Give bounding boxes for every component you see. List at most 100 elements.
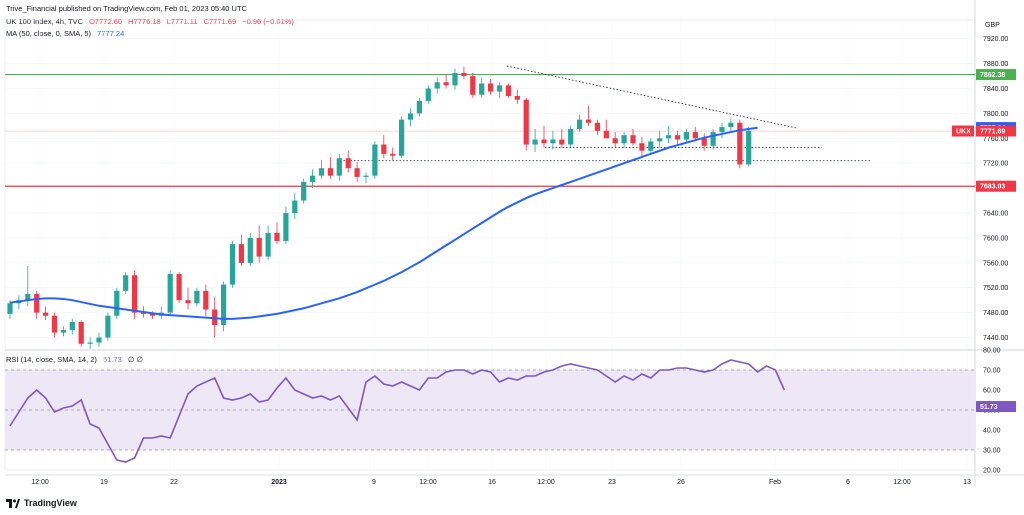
candle-body[interactable] xyxy=(488,83,494,92)
descending-trendline[interactable] xyxy=(506,65,799,129)
candle-body[interactable] xyxy=(577,119,583,129)
candle-body[interactable] xyxy=(568,128,574,145)
candle-body[interactable] xyxy=(728,122,734,128)
candle-body[interactable] xyxy=(25,293,31,301)
candle-body[interactable] xyxy=(594,122,600,131)
candle-body[interactable] xyxy=(140,312,147,314)
candle-body[interactable] xyxy=(87,342,93,344)
candle-body[interactable] xyxy=(203,290,209,310)
candle-body[interactable] xyxy=(372,144,378,176)
ma50-line[interactable] xyxy=(9,126,758,320)
rsi-value-tag xyxy=(976,401,1016,413)
candle-body[interactable] xyxy=(336,158,342,176)
candle-body[interactable] xyxy=(666,135,672,139)
candle-body[interactable] xyxy=(7,303,13,314)
candle-body[interactable] xyxy=(496,85,503,92)
candle-body[interactable] xyxy=(363,175,369,177)
rsi-line[interactable] xyxy=(9,359,786,463)
candle-body[interactable] xyxy=(96,337,102,343)
candle-body[interactable] xyxy=(710,132,716,146)
candle-body[interactable] xyxy=(674,135,681,140)
candle-body[interactable] xyxy=(229,244,236,285)
candle-body[interactable] xyxy=(194,290,200,304)
candle-body[interactable] xyxy=(603,130,609,139)
candle-body[interactable] xyxy=(274,232,280,242)
candle-body[interactable] xyxy=(318,168,325,176)
candle-body[interactable] xyxy=(283,213,289,242)
candle-body[interactable] xyxy=(639,143,645,151)
candle-body[interactable] xyxy=(612,138,618,144)
time-tick-label: 16 xyxy=(488,479,496,486)
candle-body[interactable] xyxy=(657,138,663,142)
candle-body[interactable] xyxy=(541,139,547,144)
candle-body[interactable] xyxy=(221,284,227,326)
candle-body[interactable] xyxy=(149,313,155,316)
symbol-label[interactable]: UK 100 Index, 4h, TVC xyxy=(6,17,83,26)
candle-body[interactable] xyxy=(719,127,725,133)
candle-body[interactable] xyxy=(390,153,396,156)
candle-body[interactable] xyxy=(737,122,743,165)
candle-body[interactable] xyxy=(559,139,565,145)
candle-body[interactable] xyxy=(514,95,520,100)
candle-body[interactable] xyxy=(381,144,387,154)
candle-body[interactable] xyxy=(434,82,440,89)
candle-body[interactable] xyxy=(185,300,191,304)
candle-body[interactable] xyxy=(327,168,333,176)
candle-body[interactable] xyxy=(746,130,752,165)
candle-body[interactable] xyxy=(532,139,538,145)
candle-body[interactable] xyxy=(461,72,467,77)
candle-body[interactable] xyxy=(51,315,58,333)
candle-body[interactable] xyxy=(301,181,307,201)
candle-body[interactable] xyxy=(114,290,120,316)
candle-body[interactable] xyxy=(345,158,351,169)
candle-body[interactable] xyxy=(630,135,636,144)
candle-body[interactable] xyxy=(238,244,244,263)
candle-body[interactable] xyxy=(167,274,173,313)
candle-body[interactable] xyxy=(550,139,556,144)
ma-legend: MA (50, close, 0, SMA, 5) 7777.24 xyxy=(6,29,128,38)
candle-body[interactable] xyxy=(416,100,422,114)
candle-body[interactable] xyxy=(105,315,111,338)
candle-body[interactable] xyxy=(292,200,298,214)
candle-body[interactable] xyxy=(443,82,449,86)
candle-body[interactable] xyxy=(648,141,654,151)
candle-body[interactable] xyxy=(407,113,414,120)
candle-body[interactable] xyxy=(69,321,75,331)
candle-body[interactable] xyxy=(479,83,485,95)
candle-body[interactable] xyxy=(132,275,138,313)
candle-body[interactable] xyxy=(683,132,689,140)
candle-body[interactable] xyxy=(621,135,627,144)
candle-body[interactable] xyxy=(60,330,66,333)
support-price-tag-label: 7683.03 xyxy=(980,184,1005,191)
price-tick-label: 7480.00 xyxy=(983,310,1008,317)
candle-body[interactable] xyxy=(265,232,271,257)
candle-body[interactable] xyxy=(470,76,476,95)
candle-body[interactable] xyxy=(34,293,40,313)
tradingview-logo-icon xyxy=(6,498,20,508)
candle-body[interactable] xyxy=(701,138,707,146)
candle-body[interactable] xyxy=(78,321,84,344)
candle-body[interactable] xyxy=(505,85,511,96)
candle-body[interactable] xyxy=(123,275,129,291)
candle-body[interactable] xyxy=(256,237,262,257)
candle-body[interactable] xyxy=(176,274,182,301)
candle-body[interactable] xyxy=(585,119,592,123)
candle-body[interactable] xyxy=(310,175,316,182)
candle-body[interactable] xyxy=(399,119,405,156)
rsi-tick-label: 70.00 xyxy=(983,368,1001,375)
candle-body[interactable] xyxy=(247,237,253,263)
rsi-label[interactable]: RSI (14, close, SMA, 14, 2) xyxy=(6,355,97,364)
candle-body[interactable] xyxy=(452,72,458,86)
candle-body[interactable] xyxy=(692,132,698,139)
candle-body[interactable] xyxy=(354,168,360,177)
change-value: −0.96 (−0.01%) xyxy=(242,17,294,26)
ma-label[interactable]: MA (50, close, 0, SMA, 5) xyxy=(6,29,92,38)
candle-body[interactable] xyxy=(425,88,431,101)
resistance-price-tag-label: 7862.38 xyxy=(980,72,1005,79)
candle-body[interactable] xyxy=(523,99,529,145)
price-tick-label: 7840.00 xyxy=(983,86,1008,93)
candle-body[interactable] xyxy=(43,312,49,316)
rsi-tick-label: 30.00 xyxy=(983,448,1001,455)
